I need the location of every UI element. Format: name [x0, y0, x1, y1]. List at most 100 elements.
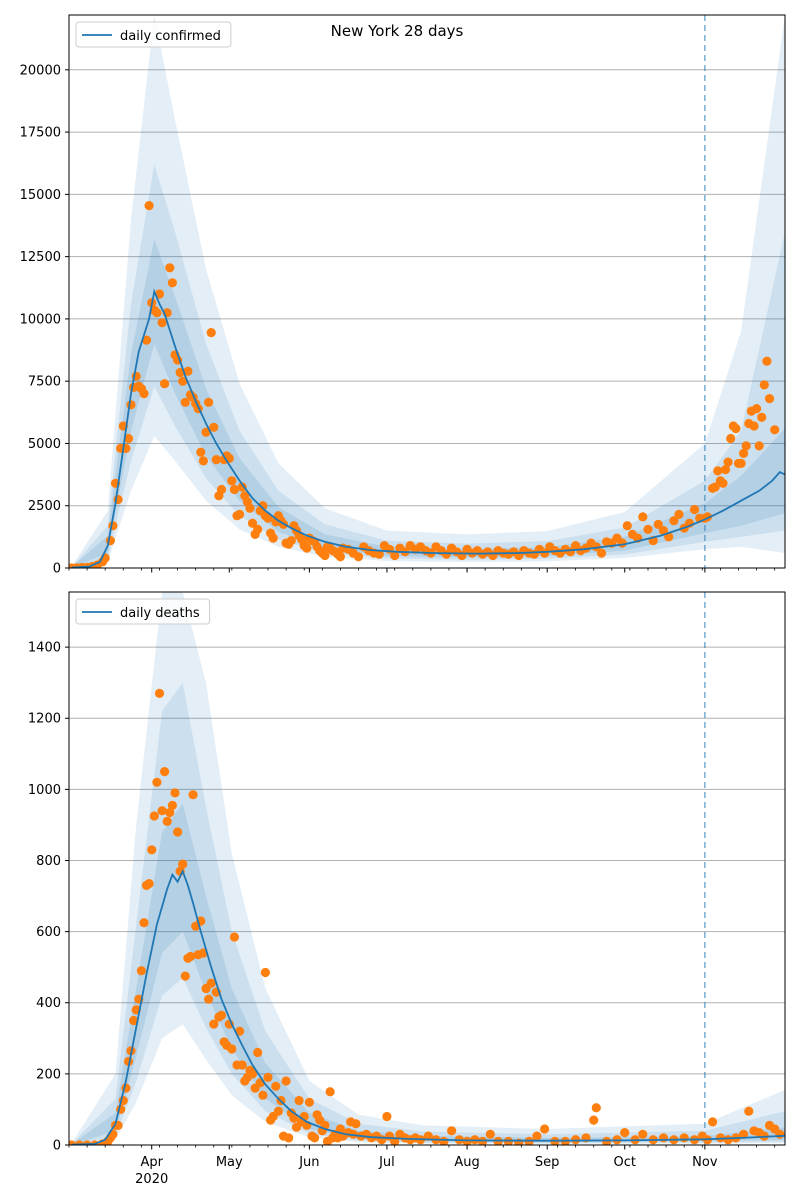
- confirmed-observed-point: [152, 308, 162, 318]
- confirmed-observed-point: [713, 466, 723, 476]
- confirmed-observed-point: [302, 543, 312, 553]
- confirmed-band-inner: [71, 239, 785, 568]
- deaths-observed-point: [351, 1119, 361, 1129]
- confirmed-observed-point: [126, 400, 136, 410]
- deaths-y-tick-label: 1400: [28, 641, 61, 656]
- confirmed-observed-point: [591, 542, 601, 552]
- confirmed-observed-point: [258, 501, 268, 511]
- deaths-observed-point: [447, 1126, 457, 1136]
- confirmed-y-tick-label: 20000: [20, 63, 61, 78]
- deaths-observed-point: [149, 811, 159, 821]
- confirmed-observed-point: [752, 404, 762, 414]
- confirmed-observed-point: [759, 380, 769, 390]
- x-tick-label: Jul: [378, 1155, 395, 1170]
- deaths-observed-point: [591, 1103, 601, 1113]
- deaths-panel: 0 200 400 600 800 1000 1200 1400 Apr 2020 May Jun Ju…: [28, 591, 786, 1187]
- deaths-legend: daily deaths: [75, 598, 211, 625]
- confirmed-observed-point: [741, 441, 751, 451]
- deaths-axes-frame: [68, 591, 786, 1146]
- deaths-observed-point: [485, 1129, 495, 1139]
- deaths-observed-point: [532, 1131, 542, 1141]
- deaths-legend-box: [75, 598, 211, 625]
- deaths-observed-point: [638, 1129, 648, 1139]
- confirmed-observed-point: [263, 513, 273, 523]
- deaths-observed-point: [209, 1019, 219, 1029]
- confirmed-observed-point: [731, 423, 741, 434]
- deaths-observed-point: [178, 859, 188, 869]
- deaths-observed-point: [170, 788, 180, 798]
- confirmed-observed-point: [617, 538, 627, 548]
- deaths-y-tick-label: 1000: [28, 783, 61, 798]
- deaths-observed-point: [165, 807, 175, 818]
- deaths-observed-point: [723, 1135, 733, 1145]
- confirmed-y-tick-label: 2500: [28, 499, 61, 514]
- deaths-observed-point: [160, 767, 170, 777]
- confirmed-observed-point: [596, 548, 607, 558]
- deaths-band-mid: [71, 682, 785, 1145]
- deaths-observed-point: [281, 1076, 291, 1086]
- confirmed-observed-point: [723, 457, 733, 467]
- confirmed-observed-point: [770, 425, 780, 435]
- x-tick-label: Jun: [298, 1155, 319, 1170]
- confirmed-observed-point: [726, 433, 736, 444]
- confirmed-band-mid: [71, 164, 785, 568]
- confirmed-observed-point: [286, 536, 296, 546]
- confirmed-observed-point: [540, 548, 550, 558]
- confirmed-legend-label: daily confirmed: [120, 29, 221, 44]
- confirmed-observed-point: [216, 484, 227, 495]
- deaths-observed-point: [147, 845, 157, 855]
- confirmed-observed-point: [227, 476, 237, 486]
- confirmed-observed-point: [622, 521, 632, 531]
- confirmed-y-tick-label: 17500: [20, 126, 61, 141]
- confirmed-observed-point: [209, 422, 219, 432]
- deaths-y-tick-label: 800: [36, 854, 61, 869]
- deaths-observed-point: [382, 1111, 392, 1122]
- confirmed-observed-point: [141, 335, 152, 345]
- deaths-y-tick-label: 600: [36, 925, 61, 940]
- confirmed-observed-point: [245, 503, 255, 513]
- confirmed-y-tick-label: 12500: [20, 250, 61, 265]
- confirmed-observed-point: [178, 376, 188, 386]
- confirmed-legend: daily confirmed: [75, 21, 232, 48]
- x-tick-label: May: [216, 1155, 243, 1170]
- deaths-observed-point: [423, 1131, 433, 1141]
- deaths-observed-point: [620, 1128, 630, 1138]
- deaths-observed-point: [204, 994, 214, 1004]
- deaths-observed-point: [260, 967, 270, 978]
- deaths-observed-point: [294, 1095, 304, 1106]
- confirmed-observed-point: [206, 328, 216, 338]
- confirmed-observed-point: [105, 536, 115, 546]
- confirmed-observed-point: [762, 356, 772, 366]
- confirmed-observed-point: [139, 389, 149, 399]
- deaths-observed-point: [154, 688, 165, 699]
- deaths-observed-point: [739, 1129, 749, 1139]
- confirmed-y-tick-label: 5000: [28, 437, 61, 452]
- confirmed-observed-point: [653, 519, 663, 530]
- deaths-observed-point: [144, 879, 154, 889]
- deaths-legend-label: daily deaths: [120, 606, 200, 621]
- confirmed-band-outer: [71, 15, 785, 568]
- deaths-observed-point: [744, 1106, 754, 1116]
- x-tick-label: Nov: [692, 1155, 718, 1170]
- x-tick-label: Aug: [454, 1155, 479, 1170]
- deaths-observed-point: [188, 790, 198, 800]
- deaths-y-tick-label: 400: [36, 996, 61, 1011]
- confirmed-observed-point: [165, 263, 175, 273]
- confirmed-observed-point: [320, 550, 330, 561]
- x-tick-label: Sep: [535, 1155, 560, 1170]
- deaths-observed-point: [129, 1015, 139, 1026]
- deaths-observed-point: [439, 1136, 449, 1145]
- x-tick-sublabel: 2020: [135, 1172, 168, 1187]
- confirmed-observed-point: [235, 509, 245, 519]
- deaths-observed-point: [708, 1117, 718, 1127]
- deaths-observed-point: [540, 1124, 550, 1134]
- deaths-observed-point: [229, 932, 239, 942]
- deaths-observed-point: [173, 827, 183, 837]
- confirmed-observed-point: [335, 552, 345, 562]
- confirmed-y-tick-label: 0: [53, 562, 61, 577]
- deaths-observed-point: [157, 806, 167, 816]
- figure-title: New York 28 days: [331, 22, 464, 40]
- confirmed-observed-point: [710, 482, 720, 492]
- deaths-observed-point: [310, 1133, 320, 1143]
